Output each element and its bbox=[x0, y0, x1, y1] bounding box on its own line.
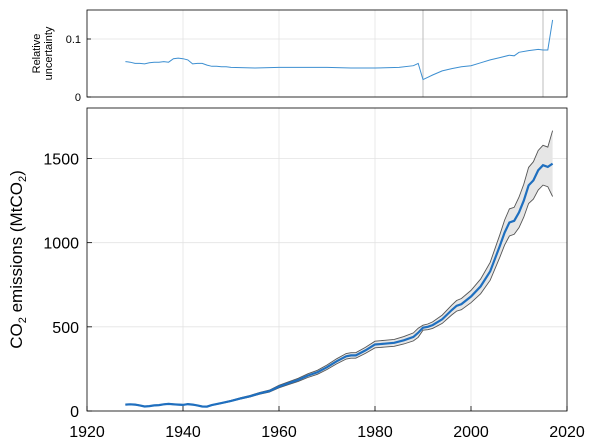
uncertainty-series-line bbox=[125, 19, 554, 81]
uncertainty-grid bbox=[87, 10, 567, 98]
ylabel-co: CO bbox=[7, 323, 26, 349]
uncertainty-axes-frame bbox=[86, 9, 568, 98]
emissions-xtick-label-1: 1940 bbox=[165, 424, 201, 441]
emissions-panel: 0 500 1000 1500 1920 1940 1960 1980 2000 2020 CO… bbox=[7, 107, 585, 441]
uncertainty-reference-lines bbox=[422, 10, 544, 97]
emissions-ylabel: CO2 emissions (MtCO2) bbox=[7, 170, 29, 349]
emissions-y-ticks: 0 500 1000 1500 bbox=[43, 152, 92, 421]
emissions-xtick-label-4: 2000 bbox=[453, 424, 489, 441]
emissions-ytick-label-2: 1000 bbox=[43, 236, 79, 253]
uncertainty-y-ticks: 00.1 bbox=[66, 34, 91, 104]
emissions-uncertainty-band bbox=[125, 130, 553, 407]
uncertainty-ylabel-line2: uncertainty bbox=[43, 26, 55, 80]
emissions-x-ticks: 1920 1940 1960 1980 2000 2020 bbox=[69, 406, 585, 441]
ylabel-sub2: 2 bbox=[17, 176, 29, 182]
emissions-series-line bbox=[125, 162, 554, 408]
emissions-ytick-label-3: 1500 bbox=[43, 152, 79, 169]
uncertainty-ytick-label-0: 0 bbox=[75, 92, 81, 104]
emissions-xtick-label-5: 2020 bbox=[549, 424, 585, 441]
ylabel-sub1: 2 bbox=[17, 317, 29, 323]
emissions-axes-frame bbox=[86, 107, 568, 412]
emissions-xtick-label-3: 1980 bbox=[357, 424, 393, 441]
ylabel-mid: emissions (MtCO bbox=[7, 182, 26, 317]
uncertainty-panel: 00.1 Relative uncertainty bbox=[31, 9, 568, 104]
emissions-ytick-label-0: 0 bbox=[70, 404, 79, 421]
emissions-band-lower-edge bbox=[125, 184, 554, 408]
uncertainty-ytick-label-1: 0.1 bbox=[66, 34, 81, 46]
emissions-xtick-label-0: 1920 bbox=[69, 424, 105, 441]
emissions-xtick-label-2: 1960 bbox=[261, 424, 297, 441]
uncertainty-ylabel-line1: Relative bbox=[31, 34, 43, 74]
ylabel-post: ) bbox=[7, 170, 26, 176]
emissions-ytick-label-1: 500 bbox=[52, 320, 79, 337]
